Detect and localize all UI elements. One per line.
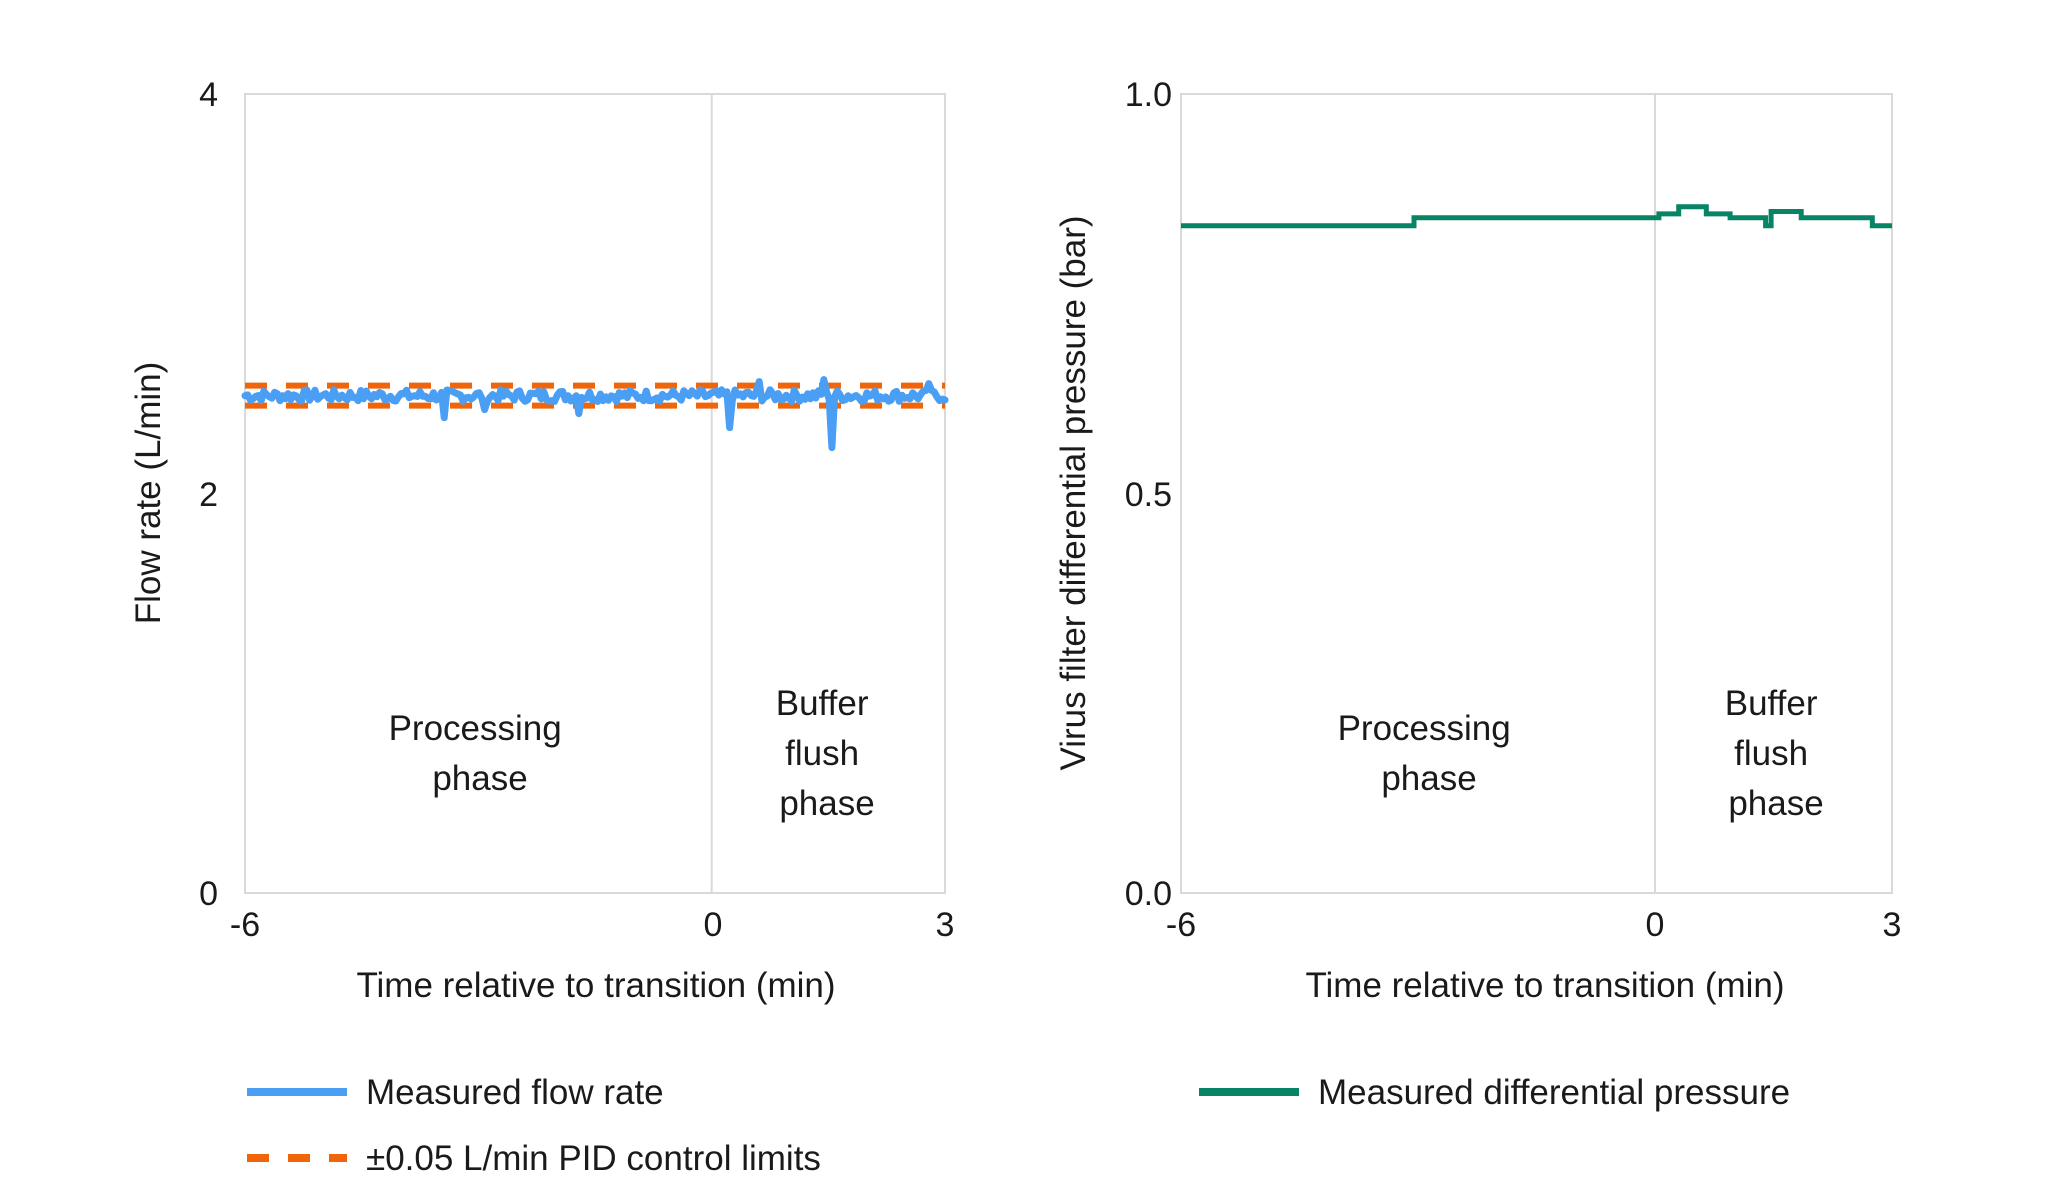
annotation-line: phase xyxy=(1728,784,1823,823)
y-tick-label: 0 xyxy=(199,875,218,913)
annotation-processing-phase: Processing phase xyxy=(389,709,572,798)
annotation-line: flush xyxy=(785,734,859,773)
annotation-line: Processing xyxy=(389,709,562,748)
annotation-line: phase xyxy=(779,784,874,823)
legend-label-pid-limits: ±0.05 L/min PID control limits xyxy=(366,1139,821,1178)
annotation-line: Processing xyxy=(1338,709,1511,748)
differential-pressure-line xyxy=(1181,204,1892,229)
y-tick-label: 1.0 xyxy=(1125,76,1172,114)
plot-area-frame xyxy=(244,93,946,894)
annotation-line: phase xyxy=(1381,759,1476,798)
x-tick-label: 0 xyxy=(1646,906,1665,944)
annotation-buffer-flush-phase: Buffer flush phase xyxy=(776,684,878,823)
annotation-line: Buffer xyxy=(1725,684,1818,723)
annotation-processing-phase: Processing phase xyxy=(1338,709,1521,798)
y-tick-label: 0.0 xyxy=(1125,875,1172,913)
flow-rate-chart: 4 2 0 -6 0 3 Time relative to transition… xyxy=(129,76,954,1178)
flow-rate-line xyxy=(241,376,949,452)
annotation-line: flush xyxy=(1734,734,1808,773)
x-tick-label: 0 xyxy=(704,906,723,944)
x-tick-label: 3 xyxy=(1883,906,1902,944)
y-tick-label: 4 xyxy=(199,76,218,114)
annotation-buffer-flush-phase: Buffer flush phase xyxy=(1725,684,1827,823)
x-tick-label: 3 xyxy=(936,906,955,944)
x-tick-label: -6 xyxy=(230,906,260,944)
differential-pressure-chart: 1.0 0.5 0.0 -6 0 3 Time relative to tran… xyxy=(1054,76,1901,1112)
x-axis-title: Time relative to transition (min) xyxy=(1305,966,1784,1005)
y-axis-title: Virus filter differential pressure (bar) xyxy=(1054,215,1093,770)
y-tick-label: 2 xyxy=(199,476,218,514)
y-axis-title: Flow rate (L/min) xyxy=(129,362,168,625)
x-tick-label: -6 xyxy=(1166,906,1196,944)
legend-label-differential-pressure: Measured differential pressure xyxy=(1318,1073,1790,1112)
legend-label-flow-rate: Measured flow rate xyxy=(366,1073,664,1112)
y-tick-label: 0.5 xyxy=(1125,476,1172,514)
x-axis-title: Time relative to transition (min) xyxy=(356,966,835,1005)
annotation-line: phase xyxy=(432,759,527,798)
annotation-line: Buffer xyxy=(776,684,869,723)
plot-area-frame xyxy=(1180,93,1893,894)
